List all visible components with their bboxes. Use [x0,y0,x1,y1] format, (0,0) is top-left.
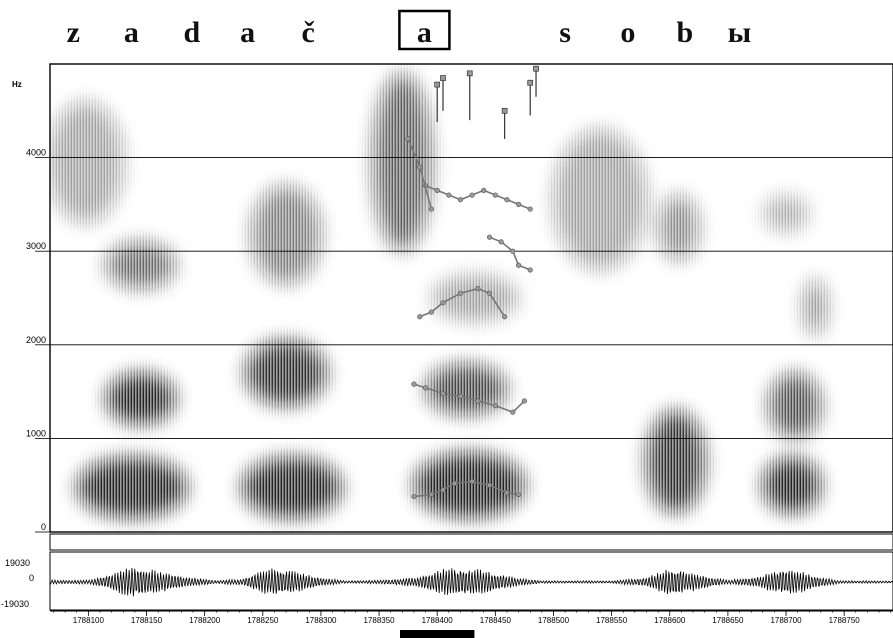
frequency-tick-labels: 0 1000 2000 3000 4000 [26,148,50,533]
formant-point [457,290,464,296]
formant-point [492,403,498,409]
formant-point [434,187,440,193]
formant-point [515,262,522,268]
formant-point [527,206,533,212]
segment-label: a [240,16,255,49]
time-tick-label: 1788350 [363,616,395,625]
formant-point [417,314,423,320]
pitch-point [434,81,441,88]
amplitude-zero-label: 0 [29,573,34,583]
frequency-tick-label: 0 [41,522,46,532]
pitch-point [466,70,473,77]
spectrogram-frame [49,63,893,533]
segment-highlight-box [398,9,451,51]
formant-point [492,192,498,198]
formant-point [411,381,417,387]
time-tick-label: 1788600 [654,616,686,625]
amplitude-max-label: 19030 [5,558,30,568]
time-tick-label: 1788500 [538,616,570,625]
formant-point [475,398,481,404]
segment-label: a [417,16,432,49]
amplitude-min-label: -19030 [1,599,29,609]
segment-label: o [620,16,635,49]
formant-point [504,197,510,203]
segment-label: č [301,16,314,49]
formant-point [440,300,446,306]
frequency-gridlines [50,157,893,439]
formant-point [417,164,423,170]
formant-point [502,314,508,320]
formant-point [504,490,510,496]
voicing-striations [50,64,893,532]
segment-label: a [124,16,139,49]
formant-point [475,286,481,292]
formant-tracks [405,136,533,500]
formant-point [527,267,533,273]
panel-separator [49,533,893,551]
formant-track [413,383,525,414]
frequency-tick-label: 3000 [26,241,46,251]
time-tick-label: 1788650 [712,616,744,625]
formant-point [521,398,528,404]
segment-label: d [184,16,201,49]
time-tick-label: 1788300 [305,616,337,625]
formant-track [425,184,531,210]
waveform-line [49,567,893,597]
formant-point [515,201,522,207]
time-tick-label: 1788700 [770,616,802,625]
formant-point [486,482,493,488]
formant-point [498,239,504,245]
formant-point [515,491,522,498]
time-tick-label: 1788200 [189,616,221,625]
waveform-panel: 19030 0 -19030 [1,551,893,611]
formant-point [428,206,434,212]
frequency-tick-label: 2000 [26,335,46,345]
formant-point [486,234,493,240]
time-tick-label: 1788400 [422,616,454,625]
frequency-tick-label: 4000 [26,148,46,158]
selection-bar[interactable] [399,630,475,638]
formant-point [510,248,516,254]
formant-point [510,409,516,415]
time-tick-label: 1788250 [247,616,279,625]
formant-point [440,487,446,493]
formant-point [422,385,429,391]
time-tick-label: 1788450 [480,616,512,625]
pitch-marks [434,65,539,139]
formant-point [405,136,411,142]
pitch-point [527,79,534,86]
time-axis: 1788100 1788150 1788200 1788250 1788300 17883… [50,610,893,625]
formant-point [486,290,493,296]
time-tick-label: 1788100 [73,616,105,625]
spectrogram-panel: Hz 0 1000 2000 3000 4000 [12,63,893,533]
segment-label: s [559,16,571,49]
formant-point [469,192,475,198]
frequency-tick-label: 1000 [26,428,46,438]
formant-point [481,187,487,193]
formant-point [457,197,464,203]
formant-point [428,309,434,315]
time-tick-label: 1788750 [829,616,861,625]
segment-label: b [677,16,694,49]
formant-point [411,493,417,500]
pitch-point [533,65,539,72]
pitch-point [440,75,446,81]
time-tick-label: 1788550 [596,616,628,625]
formant-point [440,390,446,397]
pitch-point [501,107,508,114]
formant-point [452,480,458,486]
formant-point [428,491,434,498]
segment-label: z [67,16,80,49]
formant-point [469,478,475,485]
formant-point [446,192,452,198]
y-axis-unit: Hz [12,80,22,89]
segment-label: ы [728,16,751,49]
formant-point [457,393,464,399]
time-tick-label: 1788150 [131,616,163,625]
